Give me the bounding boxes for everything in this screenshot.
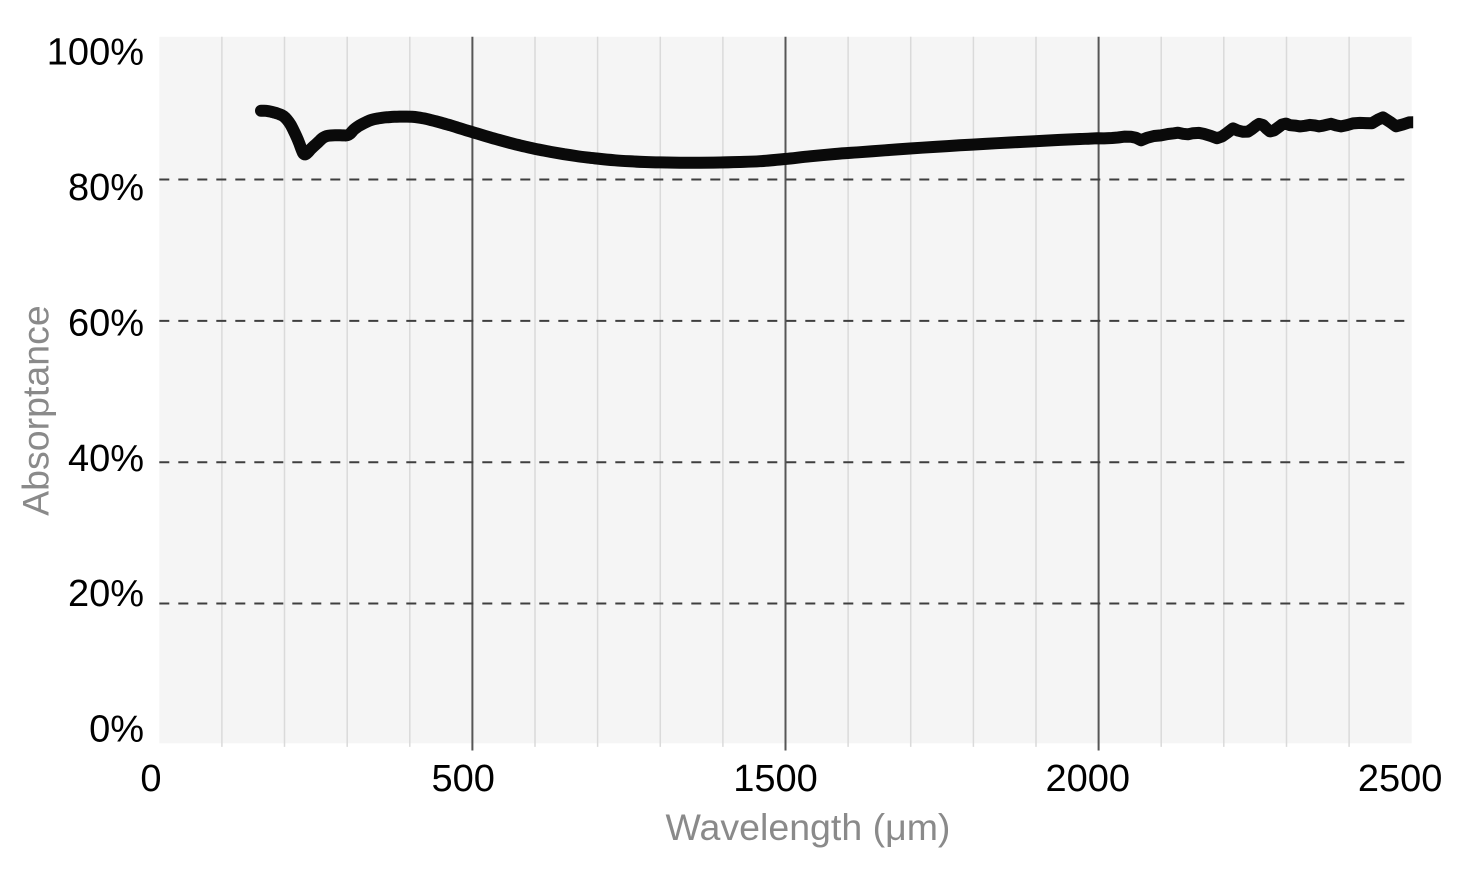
svg-text:2500: 2500 <box>1358 758 1443 800</box>
svg-text:0%: 0% <box>89 709 144 751</box>
svg-text:20%: 20% <box>68 573 144 615</box>
svg-text:0: 0 <box>140 758 161 800</box>
svg-text:Wavelength (μm): Wavelength (μm) <box>666 806 951 848</box>
svg-text:1500: 1500 <box>733 758 818 800</box>
svg-text:100%: 100% <box>47 32 144 74</box>
svg-text:60%: 60% <box>68 302 144 344</box>
svg-text:2000: 2000 <box>1046 758 1131 800</box>
svg-text:80%: 80% <box>68 167 144 209</box>
svg-text:500: 500 <box>431 758 494 800</box>
svg-text:Absorptance: Absorptance <box>15 305 57 516</box>
svg-text:40%: 40% <box>68 438 144 480</box>
